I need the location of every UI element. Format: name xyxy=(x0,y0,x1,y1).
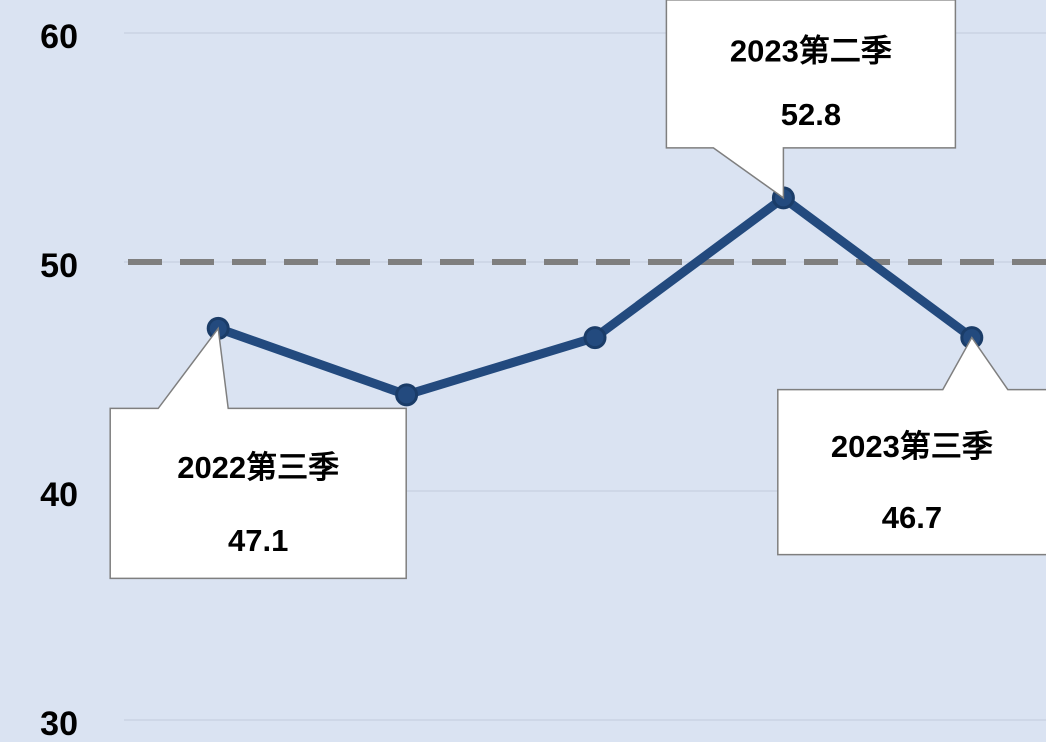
y-tick-label: 40 xyxy=(40,476,78,514)
callout-box xyxy=(109,326,407,580)
data-label: 46.7 xyxy=(882,500,942,535)
data-label: 47.1 xyxy=(228,523,288,558)
y-tick-label: 60 xyxy=(40,18,78,56)
callout-box xyxy=(665,0,957,200)
marker xyxy=(583,326,607,350)
callout-category: 2023第三季 xyxy=(831,429,993,464)
callout-category: 2023第二季 xyxy=(730,33,892,68)
y-tick-label: 50 xyxy=(40,247,78,285)
data-label: 52.8 xyxy=(781,97,841,132)
callout-box xyxy=(777,336,1046,556)
callout-category: 2022第三季 xyxy=(177,450,339,485)
marker xyxy=(395,383,419,407)
y-tick-label: 30 xyxy=(40,705,78,742)
